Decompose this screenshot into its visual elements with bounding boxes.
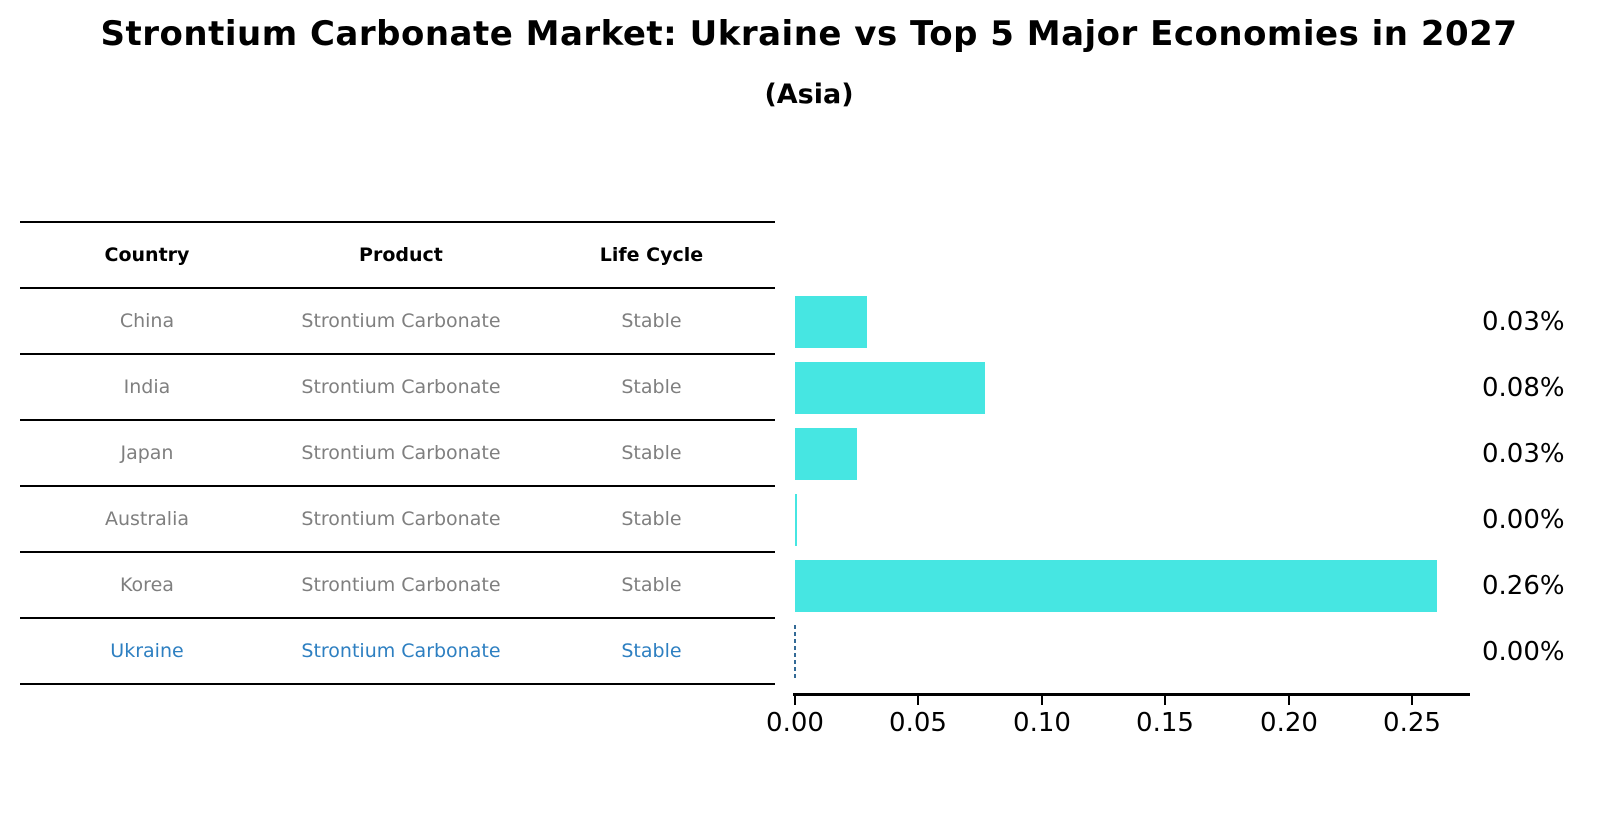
cell-country: China <box>119 310 175 332</box>
table-row-india: India Strontium Carbonate Stable <box>20 355 775 421</box>
table-header-product: Product <box>359 244 443 266</box>
x-tick-label: 0.05 <box>889 708 947 738</box>
cell-life-cycle: Stable <box>621 574 682 596</box>
cell-product: Strontium Carbonate <box>301 640 501 662</box>
cell-country: Korea <box>120 574 174 596</box>
bar-japan <box>795 428 857 480</box>
x-axis-line <box>793 693 1470 696</box>
cell-product: Strontium Carbonate <box>301 574 501 596</box>
x-tick-mark <box>917 696 919 705</box>
cell-country: Ukraine <box>110 640 184 662</box>
country-table: Country Product Life Cycle China Stronti… <box>20 221 775 685</box>
bar-korea <box>795 560 1438 612</box>
bar-ukraine-zero-dashed-line <box>794 625 796 679</box>
cell-country: Japan <box>120 442 174 464</box>
x-tick-mark <box>794 696 796 705</box>
cell-product: Strontium Carbonate <box>301 442 501 464</box>
cell-life-cycle: Stable <box>621 442 682 464</box>
cell-life-cycle: Stable <box>621 310 682 332</box>
cell-product: Strontium Carbonate <box>301 376 501 398</box>
table-header-country: Country <box>104 244 190 266</box>
value-label-japan: 0.03% <box>1482 439 1565 469</box>
x-tick-mark <box>1164 696 1166 705</box>
x-tick-mark <box>1288 696 1290 705</box>
value-label-korea: 0.26% <box>1482 571 1565 601</box>
table-row-china: China Strontium Carbonate Stable <box>20 289 775 355</box>
chart-subtitle: (Asia) <box>764 79 854 110</box>
cell-life-cycle: Stable <box>621 376 682 398</box>
cell-product: Strontium Carbonate <box>301 310 501 332</box>
cell-country: India <box>123 376 171 398</box>
cell-country: Australia <box>104 508 189 530</box>
x-tick-label: 0.00 <box>766 708 824 738</box>
table-header-life-cycle: Life Cycle <box>599 244 704 266</box>
x-tick-mark <box>1411 696 1413 705</box>
value-label-ukraine: 0.00% <box>1482 637 1565 667</box>
x-tick-label: 0.10 <box>1013 708 1071 738</box>
bar-china <box>795 296 867 348</box>
cell-life-cycle: Stable <box>621 640 682 662</box>
bar-australia <box>795 494 797 546</box>
x-tick-label: 0.15 <box>1136 708 1194 738</box>
table-row-korea: Korea Strontium Carbonate Stable <box>20 553 775 619</box>
table-row-japan: Japan Strontium Carbonate Stable <box>20 421 775 487</box>
value-label-india: 0.08% <box>1482 373 1565 403</box>
bar-india <box>795 362 986 414</box>
value-label-china: 0.03% <box>1482 307 1565 337</box>
table-row-australia: Australia Strontium Carbonate Stable <box>20 487 775 553</box>
cell-life-cycle: Stable <box>621 508 682 530</box>
cell-product: Strontium Carbonate <box>301 508 501 530</box>
x-tick-mark <box>1041 696 1043 705</box>
value-label-australia: 0.00% <box>1482 505 1565 535</box>
table-header-row: Country Product Life Cycle <box>20 223 775 289</box>
chart-title: Strontium Carbonate Market: Ukraine vs T… <box>100 14 1518 54</box>
table-row-ukraine: Ukraine Strontium Carbonate Stable <box>20 619 775 685</box>
x-tick-label: 0.20 <box>1260 708 1318 738</box>
x-tick-label: 0.25 <box>1383 708 1441 738</box>
